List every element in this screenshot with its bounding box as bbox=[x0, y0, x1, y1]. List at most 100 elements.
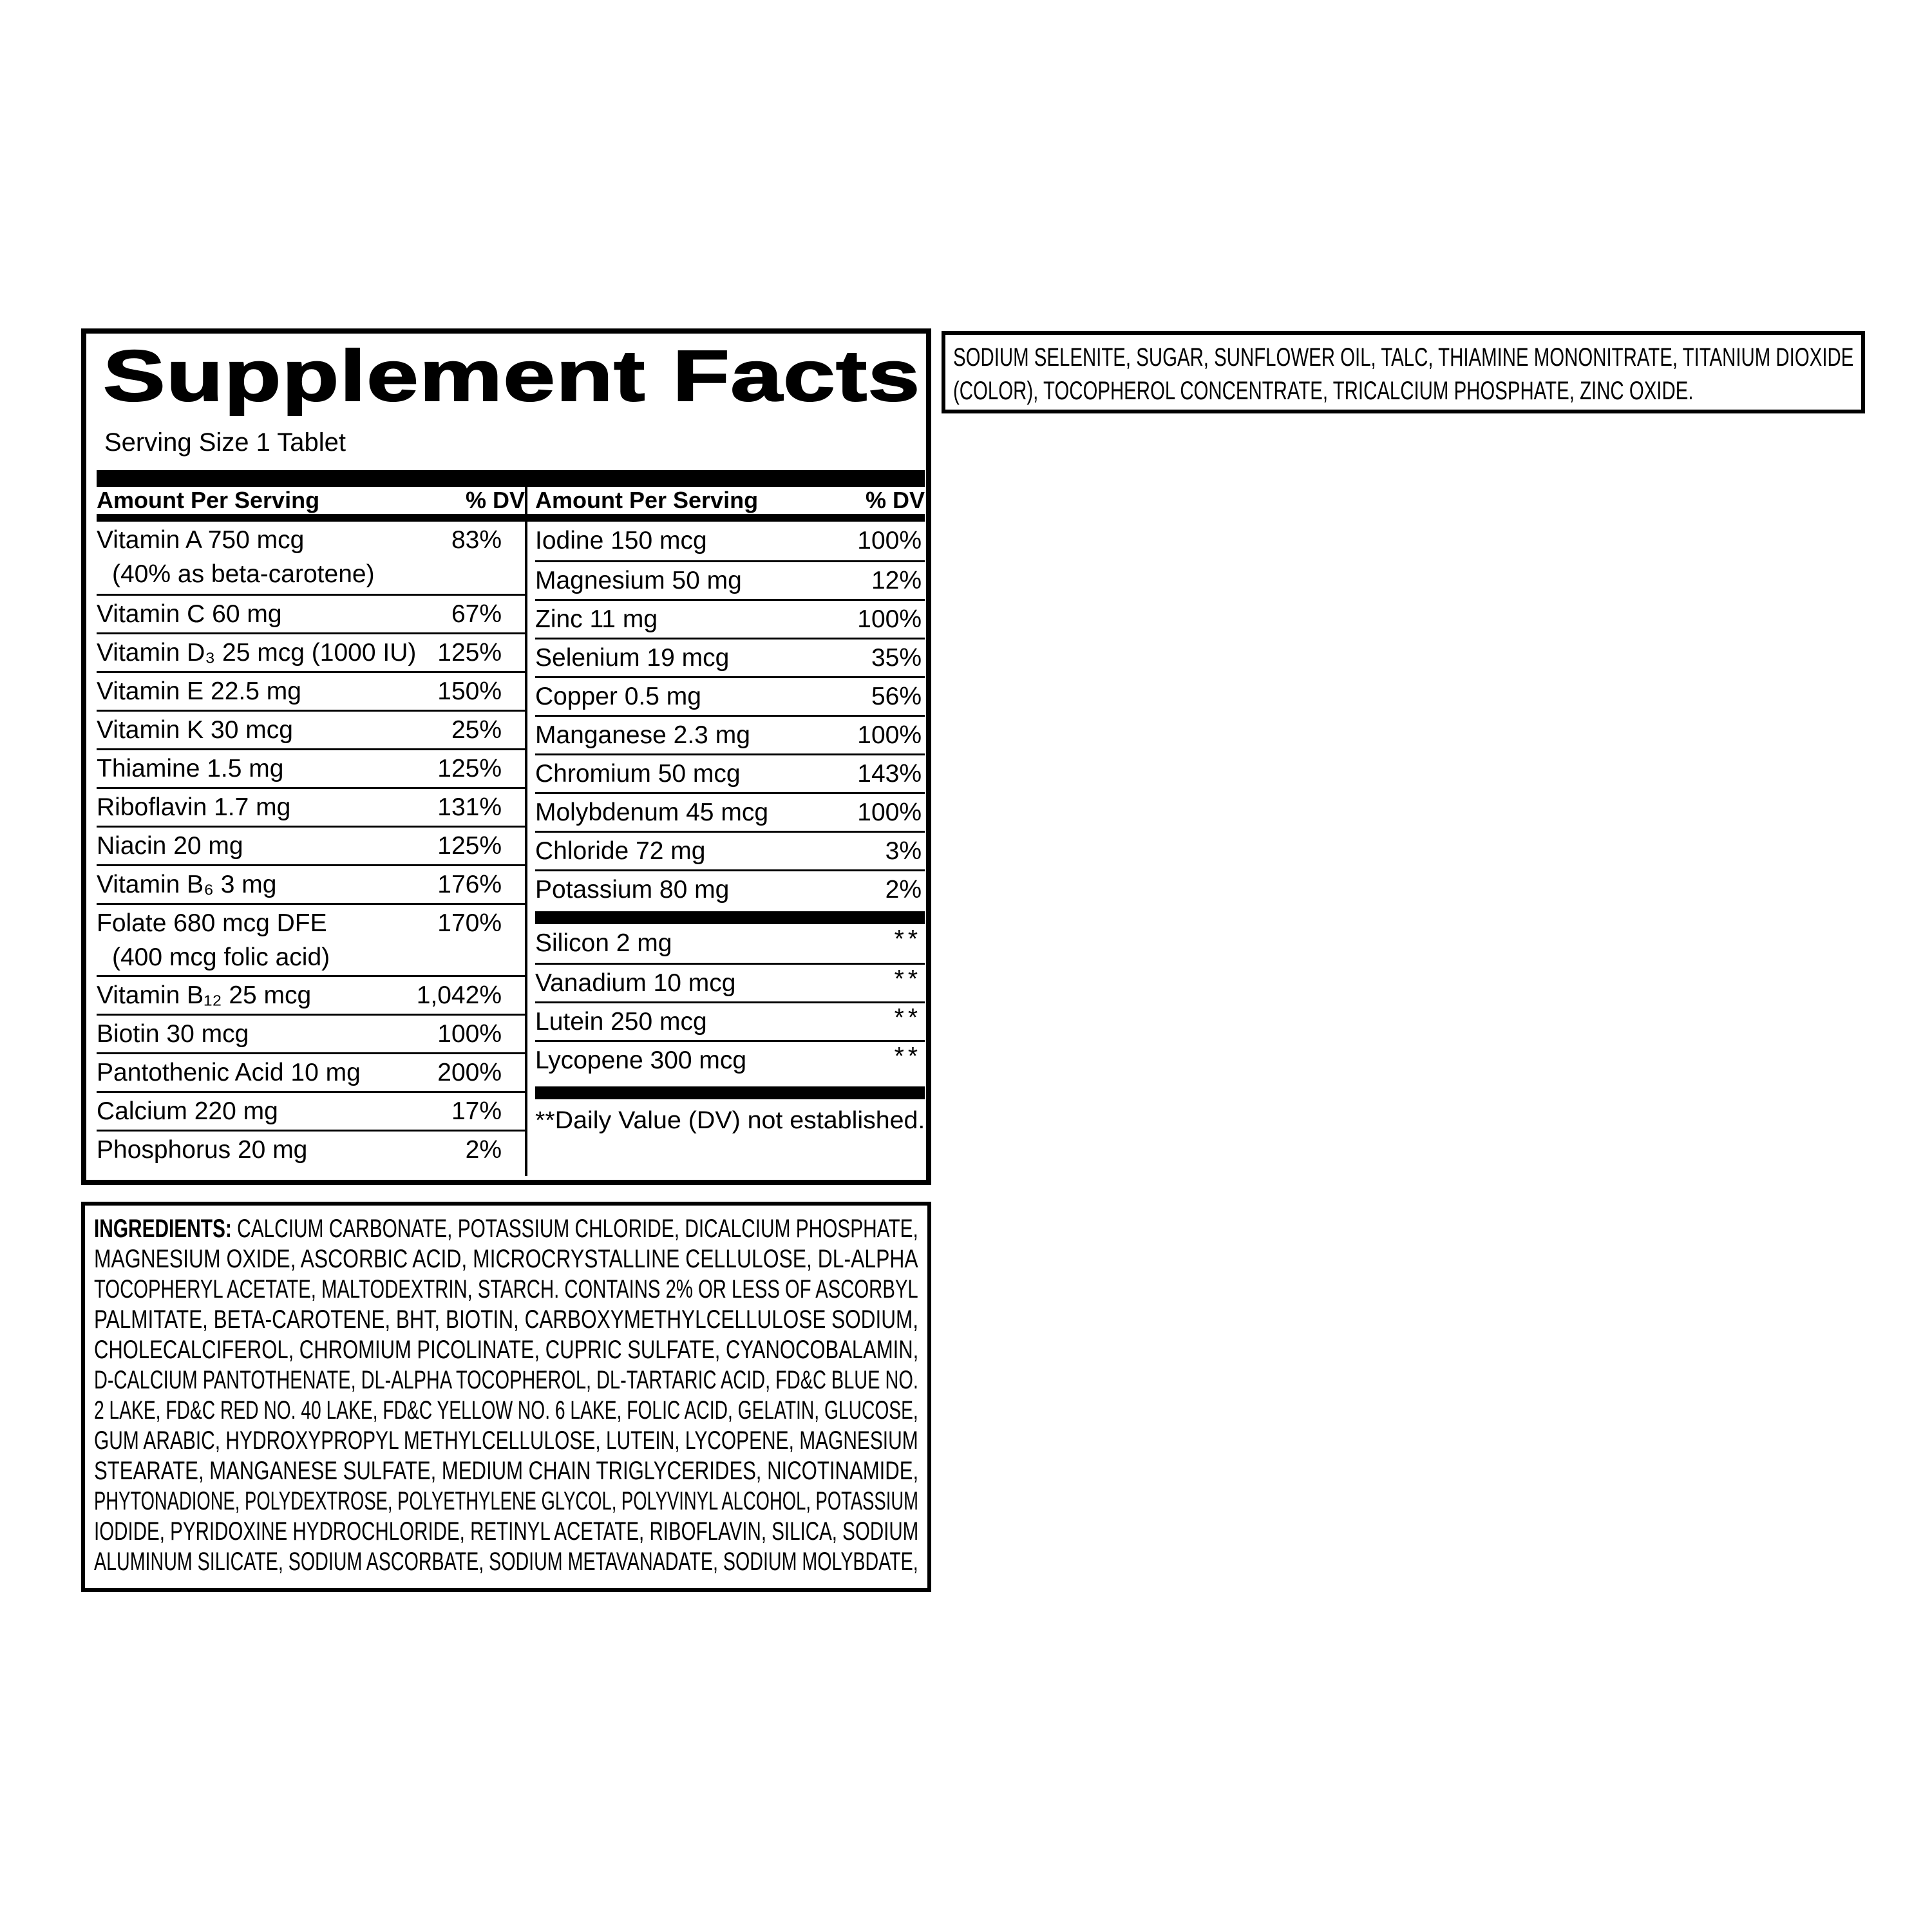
nutrient-subnote: (40% as beta-carotene) bbox=[112, 560, 375, 588]
nutrient-row-vitamin-d3: Vitamin D₃ 25 mcg (1000 IU) 125% bbox=[97, 632, 525, 671]
nutrient-name: Lycopene 300 mcg bbox=[535, 1046, 747, 1074]
nutrient-row-silicon: Silicon 2 mg ** bbox=[535, 924, 925, 963]
left-column: Vitamin A 750 mcg 83% (40% as beta-carot… bbox=[97, 522, 525, 1168]
dv-value: 35% bbox=[871, 643, 922, 672]
nutrient-row-selenium: Selenium 19 mcg 35% bbox=[535, 638, 925, 676]
nutrient-name: Iodine 150 mcg bbox=[535, 527, 707, 554]
ingredients-box: INGREDIENTS: CALCIUM CARBONATE, POTASSIU… bbox=[81, 1202, 931, 1592]
nutrient-name: Molybdenum 45 mcg bbox=[535, 798, 769, 826]
dv-value: 1,042% bbox=[416, 981, 502, 1009]
nutrient-name: Vitamin E 22.5 mg bbox=[97, 677, 301, 705]
header-dv-label: % DV bbox=[465, 487, 525, 513]
supplement-facts-panel: Supplement Facts Serving Size 1 Tablet A… bbox=[81, 328, 931, 1185]
nutrient-name: Manganese 2.3 mg bbox=[535, 721, 750, 749]
dv-value: 3% bbox=[885, 837, 922, 865]
nutrient-row-potassium: Potassium 80 mg 2% bbox=[535, 869, 925, 908]
nutrient-row-zinc: Zinc 11 mg 100% bbox=[535, 599, 925, 638]
nutrient-row-vitamin-e: Vitamin E 22.5 mg 150% bbox=[97, 671, 525, 710]
dv-value: 100% bbox=[857, 721, 922, 749]
ingredients-line: PHYTONADIONE, POLYDEXTROSE, POLYETHYLENE… bbox=[94, 1487, 918, 1515]
table-header-band: Amount Per Serving % DV Amount Per Servi… bbox=[97, 487, 925, 514]
dv-value: 56% bbox=[871, 682, 922, 710]
dv-not-established: ** bbox=[894, 1042, 922, 1070]
dv-footnote-text: **Daily Value (DV) not established. bbox=[535, 1107, 925, 1134]
ingredients-line: INGREDIENTS: CALCIUM CARBONATE, POTASSIU… bbox=[94, 1214, 918, 1244]
nutrient-row-vanadium: Vanadium 10 mcg ** bbox=[535, 963, 925, 1001]
column-header-right: Amount Per Serving % DV bbox=[535, 487, 925, 514]
nutrient-name: Silicon 2 mg bbox=[535, 929, 672, 957]
dv-value: 131% bbox=[437, 793, 502, 821]
dv-value: 143% bbox=[857, 759, 922, 788]
header-dv-label: % DV bbox=[865, 487, 925, 513]
dv-value: 100% bbox=[857, 798, 922, 826]
ingredients-line: STEARATE, MANGANESE SULFATE, MEDIUM CHAI… bbox=[94, 1457, 919, 1485]
nutrient-subnote: (400 mcg folic acid) bbox=[112, 943, 330, 971]
nutrient-row-vitamin-b6: Vitamin B₆ 3 mg 176% bbox=[97, 864, 525, 903]
panel-title-text: Supplement Facts bbox=[102, 336, 921, 416]
nutrient-name: Biotin 30 mcg bbox=[97, 1019, 249, 1048]
nutrient-name: Vitamin B₁₂ 25 mcg bbox=[97, 981, 312, 1009]
nutrient-name: Vitamin D₃ 25 mcg (1000 IU) bbox=[97, 638, 417, 667]
nutrient-name: Magnesium 50 mg bbox=[535, 566, 742, 594]
continued-ingredients-box: SODIUM SELENITE, SUGAR, SUNFLOWER OIL, T… bbox=[942, 331, 1865, 413]
nutrient-name: Thiamine 1.5 mg bbox=[97, 754, 284, 782]
nutrient-row-pantothenic-acid: Pantothenic Acid 10 mg 200% bbox=[97, 1052, 525, 1091]
dv-value: 100% bbox=[857, 527, 922, 554]
dv-value: 200% bbox=[437, 1058, 502, 1086]
nutrient-row-lutein: Lutein 250 mcg ** bbox=[535, 1001, 925, 1040]
dv-value: 170% bbox=[437, 909, 502, 937]
table-top-bar bbox=[97, 470, 925, 487]
facts-table: Amount Per Serving % DV Amount Per Servi… bbox=[97, 470, 925, 1176]
ingredients-text: CALCIUM CARBONATE, POTASSIUM CHLORIDE, D… bbox=[237, 1215, 918, 1243]
nutrient-row-magnesium: Magnesium 50 mg 12% bbox=[535, 560, 925, 599]
nutrient-row-vitamin-a: Vitamin A 750 mcg 83% (40% as beta-carot… bbox=[97, 522, 525, 594]
dv-value: 25% bbox=[451, 715, 502, 744]
nutrient-name: Phosphorus 20 mg bbox=[97, 1135, 308, 1164]
section-divider-bar bbox=[535, 911, 925, 924]
nutrient-name: Potassium 80 mg bbox=[535, 875, 730, 904]
nutrient-name: Niacin 20 mg bbox=[97, 831, 243, 860]
ingredients-line: 2 LAKE, FD&C RED NO. 40 LAKE, FD&C YELLO… bbox=[94, 1396, 918, 1425]
nutrient-row-riboflavin: Riboflavin 1.7 mg 131% bbox=[97, 787, 525, 826]
dv-value: 67% bbox=[451, 600, 502, 628]
dv-value: 176% bbox=[437, 870, 502, 898]
nutrient-row-copper: Copper 0.5 mg 56% bbox=[535, 676, 925, 715]
dv-value: 125% bbox=[437, 638, 502, 667]
nutrient-row-iodine: Iodine 150 mcg 100% bbox=[535, 522, 925, 560]
dv-value: 17% bbox=[451, 1097, 502, 1125]
nutrient-name: Vitamin K 30 mcg bbox=[97, 715, 293, 744]
column-header-left: Amount Per Serving % DV bbox=[97, 487, 525, 514]
serving-size: Serving Size 1 Tablet bbox=[104, 428, 346, 457]
nutrient-row-chromium: Chromium 50 mcg 143% bbox=[535, 753, 925, 792]
dv-value: 83% bbox=[451, 526, 502, 554]
nutrient-row-vitamin-b12: Vitamin B₁₂ 25 mcg 1,042% bbox=[97, 975, 525, 1014]
table-header-underbar bbox=[97, 514, 925, 522]
dv-value: 2% bbox=[885, 875, 922, 904]
nutrient-name: Copper 0.5 mg bbox=[535, 682, 701, 710]
nutrient-row-lycopene: Lycopene 300 mcg ** bbox=[535, 1040, 925, 1079]
column-divider bbox=[525, 470, 527, 1176]
ingredients-line: PALMITATE, BETA-CAROTENE, BHT, BIOTIN, C… bbox=[94, 1305, 918, 1334]
header-amount-label: Amount Per Serving bbox=[535, 487, 759, 513]
continued-ingredients-line: (COLOR), TOCOPHEROL CONCENTRATE, TRICALC… bbox=[953, 377, 1694, 405]
nutrient-row-thiamine: Thiamine 1.5 mg 125% bbox=[97, 748, 525, 787]
ingredients-line: MAGNESIUM OXIDE, ASCORBIC ACID, MICROCRY… bbox=[94, 1245, 918, 1273]
panel-title: Supplement Facts bbox=[102, 336, 921, 416]
dv-value: 12% bbox=[871, 566, 922, 594]
section-divider-bar bbox=[535, 1086, 925, 1099]
nutrient-name: Chloride 72 mg bbox=[535, 837, 706, 865]
nutrient-name: Vanadium 10 mcg bbox=[535, 969, 736, 997]
nutrient-row-niacin: Niacin 20 mg 125% bbox=[97, 826, 525, 864]
ingredients-line: ALUMINUM SILICATE, SODIUM ASCORBATE, SOD… bbox=[94, 1548, 918, 1576]
dv-not-established: ** bbox=[894, 925, 922, 953]
nutrient-row-molybdenum: Molybdenum 45 mcg 100% bbox=[535, 792, 925, 831]
ingredients-line: D-CALCIUM PANTOTHENATE, DL-ALPHA TOCOPHE… bbox=[94, 1366, 918, 1394]
dv-value: 100% bbox=[437, 1019, 502, 1048]
dv-value: 150% bbox=[437, 677, 502, 705]
nutrient-row-manganese: Manganese 2.3 mg 100% bbox=[535, 715, 925, 753]
nutrient-row-phosphorus: Phosphorus 20 mg 2% bbox=[97, 1130, 525, 1168]
nutrient-name: Chromium 50 mcg bbox=[535, 759, 741, 788]
nutrient-name: Vitamin C 60 mg bbox=[97, 600, 282, 628]
dv-value: 125% bbox=[437, 754, 502, 782]
header-amount-label: Amount Per Serving bbox=[97, 487, 320, 513]
